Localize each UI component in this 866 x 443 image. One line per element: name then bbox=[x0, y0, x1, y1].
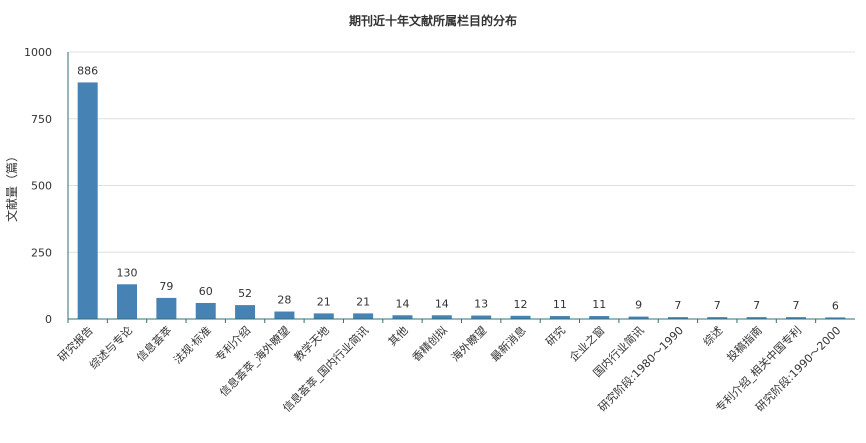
bar[interactable] bbox=[589, 316, 610, 319]
bar[interactable] bbox=[510, 315, 531, 319]
x-tick-label: 教学天地 bbox=[291, 323, 332, 364]
bar[interactable] bbox=[313, 313, 334, 319]
data-label: 9 bbox=[635, 299, 642, 312]
data-label: 7 bbox=[753, 299, 760, 312]
y-tick-label: 1000 bbox=[24, 46, 52, 59]
data-label: 14 bbox=[395, 297, 409, 310]
bars-layer: 886 130 79 60 52 28 21 21 14 14 13 12 11 11 9 7 7 7 7 6 bbox=[77, 64, 846, 319]
bar[interactable] bbox=[471, 315, 492, 319]
bar[interactable] bbox=[628, 316, 649, 319]
data-label: 21 bbox=[356, 295, 370, 308]
data-label: 13 bbox=[474, 298, 488, 311]
data-label: 60 bbox=[199, 285, 213, 298]
data-label: 7 bbox=[792, 299, 799, 312]
bar[interactable] bbox=[235, 305, 256, 319]
x-tick-label: 综述与专论 bbox=[86, 323, 135, 372]
x-tick-label: 最新消息 bbox=[488, 323, 529, 364]
y-tick-label: 750 bbox=[31, 113, 52, 126]
data-label: 7 bbox=[674, 299, 681, 312]
y-axis-label: 文献量（篇） bbox=[4, 150, 19, 222]
data-label: 12 bbox=[514, 298, 528, 311]
data-label: 130 bbox=[117, 266, 138, 279]
data-label: 7 bbox=[714, 299, 721, 312]
data-label: 52 bbox=[238, 287, 252, 300]
bar[interactable] bbox=[431, 315, 452, 319]
bar[interactable] bbox=[77, 82, 98, 319]
bar[interactable] bbox=[746, 317, 767, 319]
x-tick-label: 香精创拟 bbox=[409, 323, 450, 364]
x-tick-label: 其他 bbox=[386, 324, 411, 349]
x-tick-label: 信息荟萃 bbox=[133, 323, 174, 364]
bar[interactable] bbox=[353, 313, 374, 319]
bar[interactable] bbox=[707, 317, 728, 319]
data-label: 14 bbox=[435, 297, 449, 310]
data-label: 79 bbox=[159, 280, 173, 293]
x-tick-label: 综述 bbox=[700, 323, 725, 348]
data-label: 11 bbox=[553, 298, 567, 311]
x-tick-label: 研究 bbox=[543, 323, 568, 348]
bar[interactable] bbox=[667, 317, 688, 319]
x-tick-label: 海外瞭望 bbox=[448, 323, 489, 364]
bar[interactable] bbox=[195, 302, 216, 319]
y-tick-label: 250 bbox=[31, 246, 52, 259]
grid-layer bbox=[68, 51, 855, 253]
x-tick-label: 专利介绍 bbox=[212, 323, 253, 364]
data-label: 21 bbox=[317, 295, 331, 308]
x-tick-label: 投稿指南 bbox=[724, 323, 765, 364]
bar[interactable] bbox=[392, 315, 413, 319]
bar[interactable] bbox=[156, 297, 177, 319]
bar[interactable] bbox=[117, 284, 138, 319]
bar[interactable] bbox=[549, 316, 570, 319]
y-tick-label: 500 bbox=[31, 180, 52, 193]
chart-title: 期刊近十年文献所属栏目的分布 bbox=[348, 14, 517, 28]
data-label: 6 bbox=[832, 299, 839, 312]
x-tick-label: 信息荟萃_海外瞭望 bbox=[217, 323, 293, 399]
y-tick-label: 0 bbox=[45, 313, 52, 326]
data-label: 28 bbox=[277, 294, 291, 307]
x-tick-label: 法规·标准 bbox=[170, 323, 213, 366]
x-tick-label: 研究报告 bbox=[55, 323, 96, 364]
x-tick-label: 企业之窗 bbox=[566, 323, 607, 364]
bar[interactable] bbox=[785, 317, 806, 319]
bar[interactable] bbox=[825, 317, 846, 319]
data-label: 11 bbox=[592, 298, 606, 311]
data-label: 886 bbox=[77, 64, 98, 77]
bar[interactable] bbox=[274, 311, 295, 319]
